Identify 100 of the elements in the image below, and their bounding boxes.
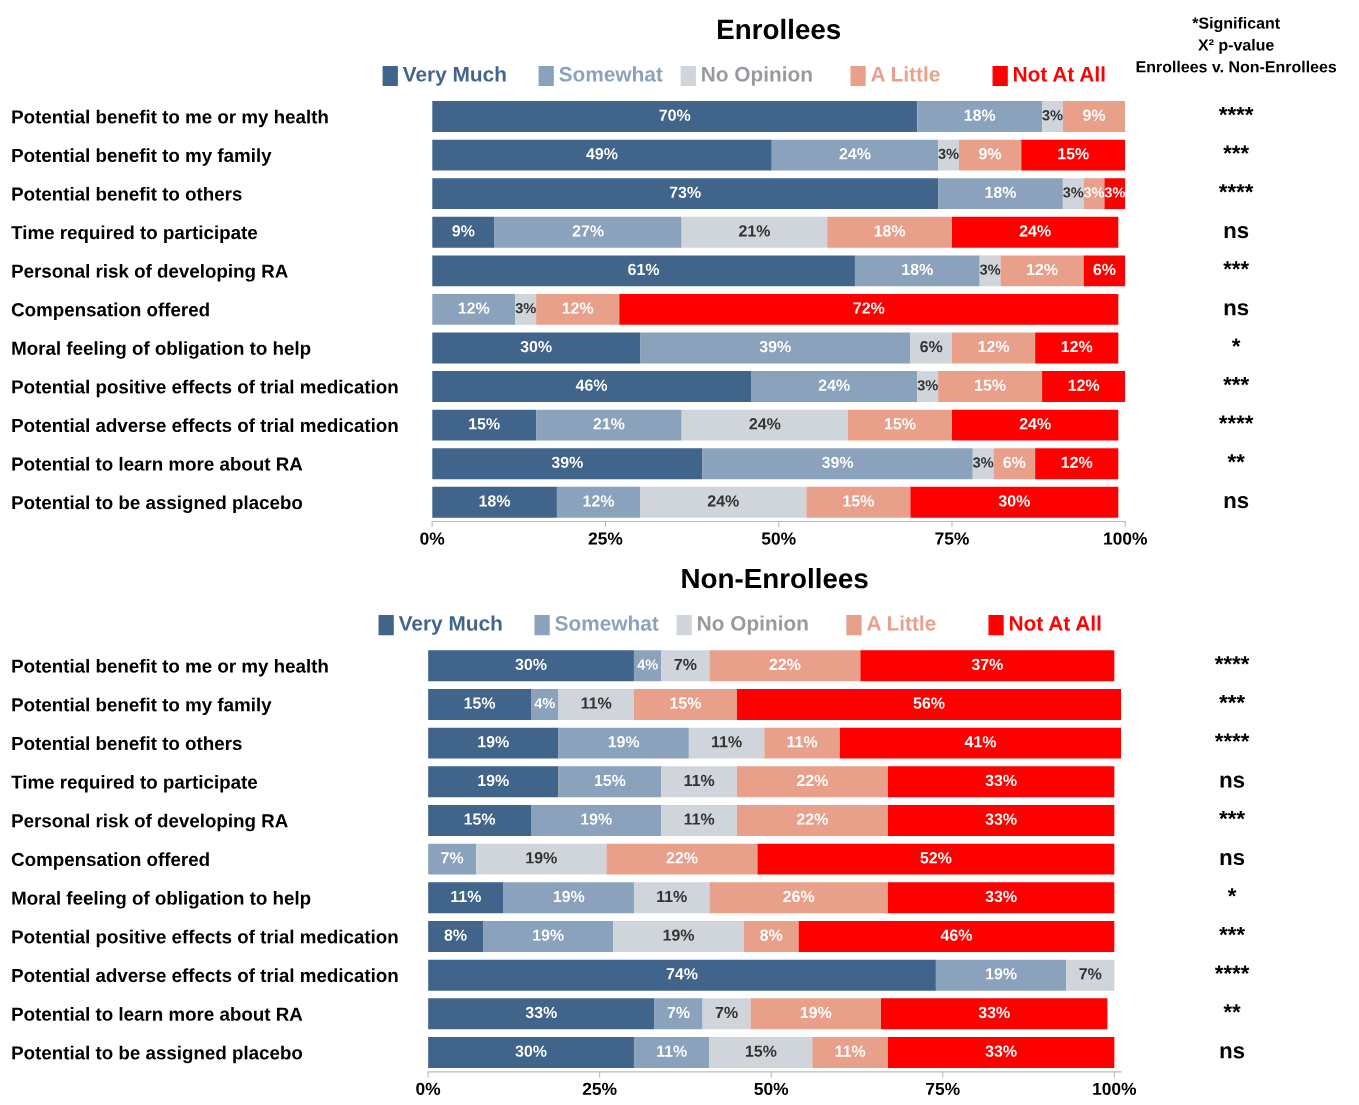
bar (757, 843, 1115, 875)
data-label: 15% (1058, 148, 1089, 160)
text: *** (1223, 377, 1250, 386)
data-label: 11% (712, 736, 742, 748)
x-tick-label: 100% (1093, 1082, 1137, 1096)
bar (958, 139, 1022, 171)
text: **** (1214, 656, 1250, 665)
bar (432, 486, 557, 518)
bar (887, 804, 1115, 836)
bar (951, 216, 1119, 248)
text: *** (1219, 926, 1246, 936)
bar (428, 921, 483, 952)
data-label: 41% (964, 736, 997, 748)
bar (619, 293, 1119, 325)
bar (951, 332, 1036, 364)
data-label: 74% (666, 968, 698, 980)
data-label: 33% (985, 813, 1017, 825)
text: * (1227, 888, 1237, 897)
x-tick-label: 50% (761, 532, 796, 545)
bar (432, 216, 495, 248)
bar (1021, 139, 1126, 171)
text: ns (1220, 852, 1245, 866)
x-tick-label: 0% (420, 532, 445, 545)
bar (432, 101, 918, 132)
bar (536, 409, 682, 441)
data-label: 24% (839, 148, 871, 160)
bar (558, 688, 634, 720)
text: ns (1224, 303, 1249, 316)
data-label: 27% (572, 225, 604, 237)
bar (432, 255, 855, 287)
data-label: 11% (835, 1045, 866, 1057)
bar (661, 804, 737, 836)
bar (558, 766, 662, 798)
bar (432, 332, 641, 364)
bar (839, 727, 1122, 759)
bar (910, 486, 1119, 518)
data-label: 7% (667, 1006, 690, 1019)
data-label: 18% (902, 263, 933, 276)
data-label: 61% (628, 263, 660, 276)
data-label: 3% (1083, 187, 1105, 198)
bar (993, 448, 1036, 480)
text: ** (1227, 454, 1245, 463)
text: ns (1220, 775, 1245, 788)
data-label: 12% (1068, 379, 1100, 391)
bar (428, 959, 936, 991)
data-label: 4% (637, 659, 658, 670)
text: ns (1224, 496, 1249, 509)
bar (428, 1037, 634, 1068)
data-label: 37% (971, 658, 1003, 671)
y-tick-label: Personal risk of developing RA (12, 264, 288, 282)
bar (681, 409, 849, 441)
bar (743, 921, 799, 952)
legend-label: Not At All (1014, 66, 1105, 82)
data-label: 15% (975, 379, 1006, 391)
data-label: 19% (986, 968, 1017, 980)
data-label: 15% (745, 1045, 777, 1057)
bar (536, 293, 620, 325)
chart-title: Enrollees (718, 18, 841, 40)
bar (702, 998, 751, 1030)
data-label: 3% (972, 457, 994, 468)
bar (881, 998, 1108, 1030)
bar (1066, 959, 1115, 991)
bar (432, 178, 939, 210)
data-label: 39% (759, 340, 791, 353)
bar (482, 921, 614, 952)
y-tick-label: Potential benefit to me or my health (12, 658, 328, 677)
data-label: 12% (562, 302, 594, 314)
y-tick-label: Moral feeling of obligation to help (12, 891, 311, 909)
bar (640, 332, 911, 364)
data-label: 4% (534, 698, 555, 709)
data-label: 19% (526, 852, 557, 864)
data-label: 8% (444, 929, 467, 941)
data-label: 6% (1093, 263, 1116, 276)
y-tick-label: Potential benefit to my family (12, 148, 272, 166)
data-label: 18% (985, 186, 1017, 198)
legend-label: A Little (866, 615, 936, 631)
bar (1062, 101, 1126, 132)
bar (432, 139, 772, 171)
data-label: 24% (749, 418, 781, 430)
y-tick-label: Compensation offered (11, 302, 209, 321)
data-label: 24% (1019, 418, 1051, 430)
y-tick-label: Personal risk of developing RA (12, 813, 288, 832)
bar (887, 766, 1115, 798)
data-label: 26% (783, 890, 815, 903)
data-label: 19% (533, 929, 564, 941)
text: * (1231, 338, 1241, 347)
y-tick-label: Potential adverse effects of trial medication (12, 418, 398, 433)
bar (432, 409, 537, 441)
data-label: 7% (715, 1006, 738, 1019)
x-tick-label: 0% (416, 1082, 441, 1096)
y-tick-label: Potential to be assigned placebo (12, 495, 303, 514)
bar (503, 882, 634, 914)
data-label: 19% (608, 736, 640, 748)
bar (860, 650, 1115, 682)
data-label: 3% (515, 302, 536, 314)
data-label: 18% (964, 109, 996, 121)
bar (935, 959, 1067, 991)
text: *Significant X² p-value Enrollees v. Non-Enrollees (1136, 17, 1337, 73)
data-label: 12% (978, 340, 1010, 353)
data-label: 11% (684, 813, 715, 825)
